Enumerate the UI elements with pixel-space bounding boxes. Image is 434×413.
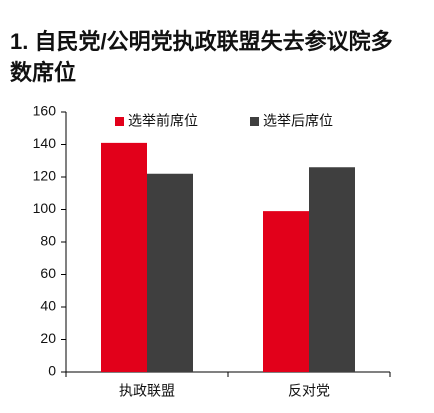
x-tick-label: 反对党	[288, 383, 330, 399]
y-tick-label: 40	[40, 298, 56, 314]
y-tick-label: 80	[40, 233, 56, 249]
bar	[263, 211, 309, 372]
y-tick-label: 140	[33, 135, 57, 151]
bar	[101, 142, 147, 372]
legend-swatch	[115, 117, 124, 126]
y-tick-label: 160	[33, 103, 57, 119]
bar	[309, 167, 355, 372]
y-tick-label: 120	[33, 168, 57, 184]
y-tick-label: 60	[40, 265, 56, 281]
y-tick-label: 0	[48, 363, 56, 379]
y-tick-label: 100	[33, 200, 57, 216]
legend-label: 选举前席位	[128, 113, 198, 129]
legend-swatch	[250, 117, 259, 126]
x-tick-label: 执政联盟	[119, 383, 175, 399]
y-tick-label: 20	[40, 330, 56, 346]
legend-label: 选举后席位	[263, 113, 333, 129]
bar	[147, 173, 193, 372]
chart-title: 1. 自民党/公明党执政联盟失去参议院多数席位	[10, 29, 393, 85]
